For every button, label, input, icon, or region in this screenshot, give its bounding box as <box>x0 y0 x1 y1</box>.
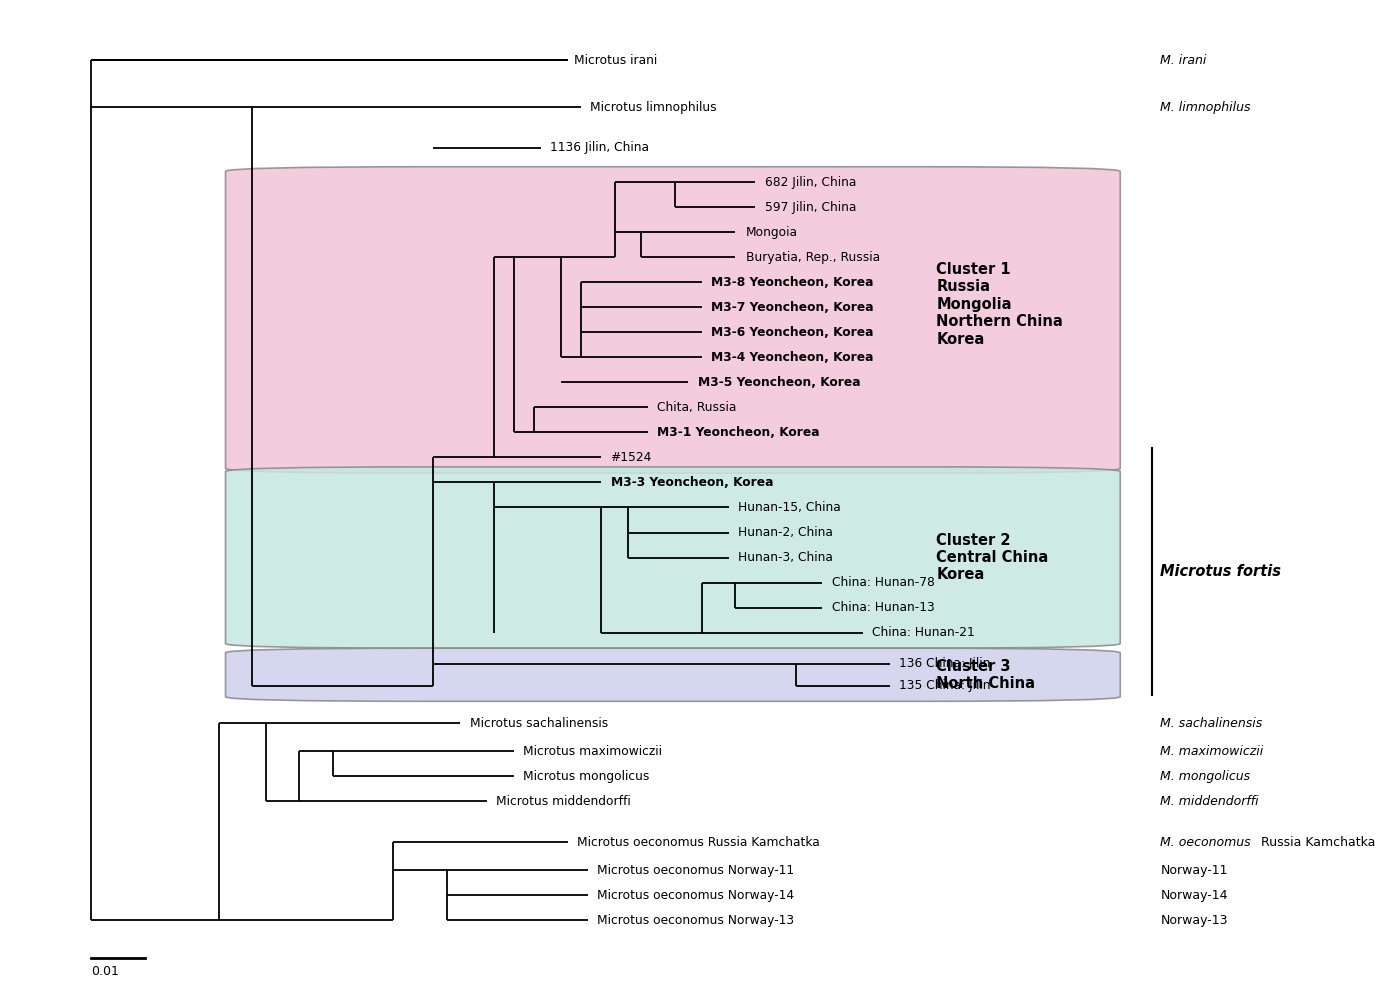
Text: M3-1 Yeoncheon, Korea: M3-1 Yeoncheon, Korea <box>658 426 819 439</box>
Text: Microtus oeconomus Norway-11: Microtus oeconomus Norway-11 <box>597 864 794 877</box>
Text: Microtus sachalinensis: Microtus sachalinensis <box>469 717 607 729</box>
Text: Norway-14: Norway-14 <box>1160 889 1228 901</box>
Text: M. sachalinensis: M. sachalinensis <box>1160 717 1263 729</box>
Text: Microtus irani: Microtus irani <box>574 54 658 67</box>
Text: Chita, Russia: Chita, Russia <box>658 401 737 414</box>
Text: 135 China: Jilin: 135 China: Jilin <box>899 679 990 692</box>
Text: Microtus limnophilus: Microtus limnophilus <box>591 101 718 114</box>
Text: Buryatia, Rep., Russia: Buryatia, Rep., Russia <box>745 251 879 263</box>
Text: Microtus oeconomus Norway-14: Microtus oeconomus Norway-14 <box>597 889 794 901</box>
Text: M3-6 Yeoncheon, Korea: M3-6 Yeoncheon, Korea <box>711 326 874 339</box>
Text: M. maximowiczii: M. maximowiczii <box>1160 745 1263 758</box>
Text: M. mongolicus: M. mongolicus <box>1160 770 1251 782</box>
Text: Microtus fortis: Microtus fortis <box>1160 564 1282 579</box>
Text: China: Hunan-21: China: Hunan-21 <box>872 626 974 639</box>
Text: M. limnophilus: M. limnophilus <box>1160 101 1251 114</box>
Text: Hunan-3, China: Hunan-3, China <box>738 551 833 564</box>
Text: China: Hunan-13: China: Hunan-13 <box>832 601 934 614</box>
Text: 0.01: 0.01 <box>91 965 119 978</box>
Text: Russia Kamchatka: Russia Kamchatka <box>1261 836 1375 848</box>
Text: Cluster 2
Central China
Korea: Cluster 2 Central China Korea <box>937 533 1048 582</box>
Text: Hunan-15, China: Hunan-15, China <box>738 501 840 514</box>
Text: 682 Jilin, China: 682 Jilin, China <box>765 176 856 189</box>
Text: M. irani: M. irani <box>1160 54 1208 67</box>
Text: Cluster 3
North China: Cluster 3 North China <box>937 659 1036 691</box>
Text: M3-8 Yeoncheon, Korea: M3-8 Yeoncheon, Korea <box>711 276 874 289</box>
Text: Norway-11: Norway-11 <box>1160 864 1228 877</box>
Text: China: Hunan-78: China: Hunan-78 <box>832 576 935 589</box>
Text: 1136 Jilin, China: 1136 Jilin, China <box>550 142 649 154</box>
Text: M. middendorffi: M. middendorffi <box>1160 795 1259 808</box>
Text: 136 China: Jilin: 136 China: Jilin <box>899 658 990 670</box>
Text: 597 Jilin, China: 597 Jilin, China <box>765 201 856 214</box>
FancyBboxPatch shape <box>226 648 1120 701</box>
Text: Norway-13: Norway-13 <box>1160 913 1228 927</box>
Text: Microtus maximowiczii: Microtus maximowiczii <box>524 745 662 758</box>
Text: Hunan-2, China: Hunan-2, China <box>738 526 833 539</box>
FancyBboxPatch shape <box>226 467 1120 648</box>
Text: #1524: #1524 <box>610 451 652 464</box>
Text: M3-7 Yeoncheon, Korea: M3-7 Yeoncheon, Korea <box>711 301 874 314</box>
Text: M3-3 Yeoncheon, Korea: M3-3 Yeoncheon, Korea <box>610 476 773 489</box>
Text: Microtus middendorffi: Microtus middendorffi <box>497 795 631 808</box>
Text: Microtus oeconomus Russia Kamchatka: Microtus oeconomus Russia Kamchatka <box>577 836 819 848</box>
FancyBboxPatch shape <box>226 167 1120 473</box>
Text: M3-4 Yeoncheon, Korea: M3-4 Yeoncheon, Korea <box>711 351 874 364</box>
Text: Cluster 1
Russia
Mongolia
Northern China
Korea: Cluster 1 Russia Mongolia Northern China… <box>937 262 1064 347</box>
Text: Microtus mongolicus: Microtus mongolicus <box>524 770 649 782</box>
Text: Mongoia: Mongoia <box>745 226 799 239</box>
Text: M3-5 Yeoncheon, Korea: M3-5 Yeoncheon, Korea <box>698 376 860 389</box>
Text: M. oeconomus: M. oeconomus <box>1160 836 1251 848</box>
Text: Microtus oeconomus Norway-13: Microtus oeconomus Norway-13 <box>597 913 794 927</box>
